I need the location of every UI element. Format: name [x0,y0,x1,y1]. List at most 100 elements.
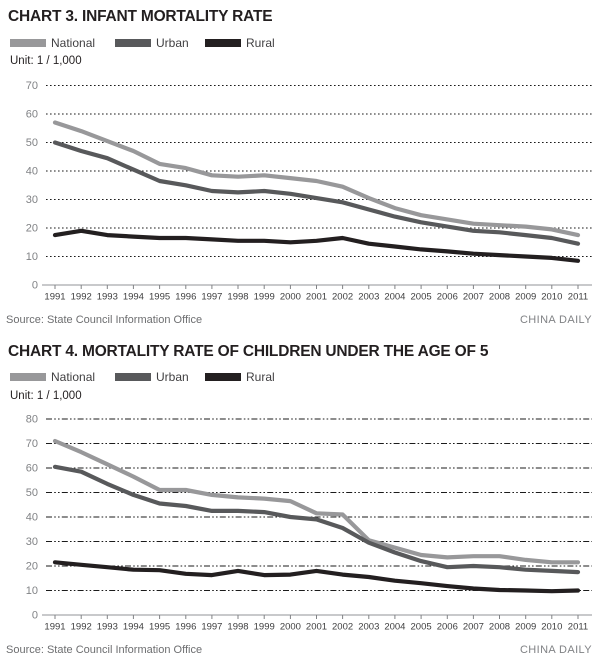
y-tick-label: 40 [26,512,38,524]
y-tick-label: 60 [26,109,38,121]
y-tick-label: 30 [26,536,38,548]
chart3-legend-item-rural: Rural [205,37,275,49]
legend-label-urban: Urban [156,370,189,384]
series-line-rural [52,560,581,594]
x-tick-label: 2003 [358,622,379,633]
y-tick-label: 30 [26,194,38,206]
chart3-source: Source: State Council Information Office [6,314,203,326]
x-tick-label: 2004 [384,622,405,633]
x-tick-label: 2009 [515,292,536,303]
legend-label-urban: Urban [156,36,189,50]
x-tick-label: 1997 [201,622,222,633]
series-line-national [52,120,581,238]
legend-label-national: National [51,370,96,384]
y-tick-label: 0 [32,610,38,622]
x-tick-label: 2006 [437,292,458,303]
x-tick-label: 2011 [568,622,588,633]
y-tick-label: 80 [26,414,38,426]
x-tick-label: 1993 [97,622,118,633]
x-tick-label: 2010 [541,292,562,303]
rural-line-swatch [205,39,241,47]
urban-line-swatch [115,39,151,47]
chart3-legend-item-urban: Urban [115,37,205,49]
x-tick-label: 1994 [123,622,144,633]
national-line-swatch [10,373,46,381]
series-line-rural [52,228,581,263]
x-tick-label: 2005 [411,292,432,303]
x-tick-label: 2002 [332,292,353,303]
x-tick-label: 2010 [541,622,562,633]
y-tick-label: 10 [26,585,38,597]
y-tick-label: 70 [26,438,38,450]
chart3-unit-label: Unit: 1 / 1,000 [10,55,82,67]
x-axis: 1991 1992 1993 1994 1995 1996 1997 1998 1999 2000… [44,285,588,303]
y-tick-label: 0 [32,280,38,292]
series-line-urban [52,140,581,246]
x-tick-label: 1992 [71,622,92,633]
y-tick-label: 20 [26,223,38,235]
x-tick-label: 1991 [44,622,65,633]
chart4-legend-item-rural: Rural [205,371,275,383]
x-tick-label: 2000 [280,622,301,633]
x-tick-label: 2005 [411,622,432,633]
x-tick-label: 2008 [489,292,510,303]
chart3-legend: National Urban Rural [10,37,275,49]
chart3-section: CHART 3. INFANT MORTALITY RATE National … [6,8,592,326]
x-tick-label: 1998 [227,622,248,633]
x-tick-label: 1992 [71,292,92,303]
y-tick-label: 70 [26,80,38,92]
y-tick-label: 60 [26,463,38,475]
x-tick-label: 1997 [201,292,222,303]
x-tick-label: 2000 [280,292,301,303]
rural-line-swatch [205,373,241,381]
x-tick-label: 2006 [437,622,458,633]
urban-line-swatch [115,373,151,381]
x-tick-label: 1999 [254,292,275,303]
x-tick-label: 2007 [463,292,484,303]
chart3-title: CHART 3. INFANT MORTALITY RATE [8,8,273,25]
x-tick-label: 1999 [254,622,275,633]
x-tick-label: 1998 [227,292,248,303]
x-tick-label: 2003 [358,292,379,303]
chart4-title: CHART 4. MORTALITY RATE OF CHILDREN UNDE… [8,343,489,360]
x-tick-label: 2007 [463,622,484,633]
chart4-unit-label: Unit: 1 / 1,000 [10,390,82,402]
x-tick-label: 2002 [332,622,353,633]
y-tick-label: 50 [26,487,38,499]
y-tick-label: 50 [26,137,38,149]
legend-label-rural: Rural [246,36,275,50]
x-tick-label: 2004 [384,292,405,303]
legend-label-national: National [51,36,96,50]
series-line-urban [52,464,581,575]
x-tick-label: 1991 [44,292,65,303]
x-tick-label: 1995 [149,292,170,303]
chart4-legend: National Urban Rural [10,371,275,383]
x-tick-label: 2001 [306,622,327,633]
y-tick-label: 40 [26,166,38,178]
chart4-source: Source: State Council Information Office [6,644,203,656]
chart4-legend-item-national: National [10,371,115,383]
chart4-credit: CHINA DAILY [519,644,592,656]
x-tick-label: 2011 [568,292,588,303]
x-tick-label: 1993 [97,292,118,303]
gridlines: 70 60 50 40 30 20 10 0 [26,80,592,292]
series-line-national [52,438,581,565]
chart3-legend-item-national: National [10,37,115,49]
x-tick-label: 1996 [175,622,196,633]
x-tick-label: 2001 [306,292,327,303]
x-tick-label: 1994 [123,292,144,303]
x-axis: 1991 1992 1993 1994 1995 1996 1997 1998 1999 2000… [44,615,588,633]
national-line-swatch [10,39,46,47]
x-tick-label: 2008 [489,622,510,633]
chart4-legend-item-urban: Urban [115,371,205,383]
legend-label-rural: Rural [246,370,275,384]
y-tick-label: 10 [26,251,38,263]
x-tick-label: 2009 [515,622,536,633]
x-tick-label: 1995 [149,622,170,633]
chart4-section: CHART 4. MORTALITY RATE OF CHILDREN UNDE… [0,330,600,659]
x-tick-label: 1996 [175,292,196,303]
y-tick-label: 20 [26,561,38,573]
